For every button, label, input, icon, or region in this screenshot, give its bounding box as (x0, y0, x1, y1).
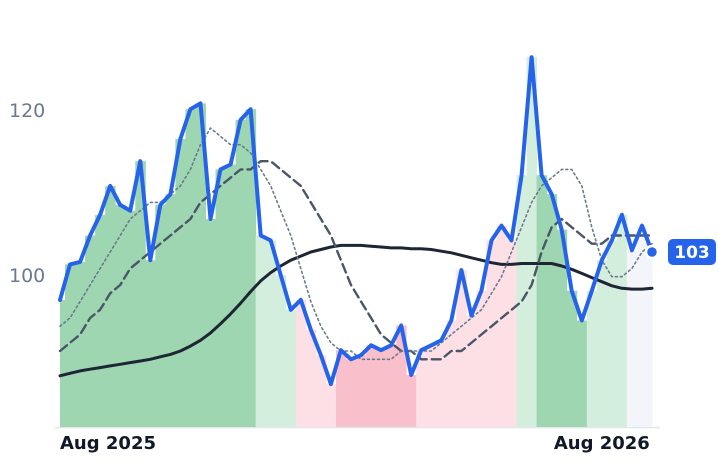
area-column (115, 204, 126, 427)
area-column (105, 185, 116, 427)
area-column (396, 325, 407, 427)
area-column (496, 225, 508, 427)
price-line (58, 55, 654, 387)
area-column (536, 175, 548, 427)
area-column (586, 290, 598, 427)
y-tick-label: 100 (9, 265, 45, 287)
area-column (225, 164, 237, 428)
area-column (205, 218, 217, 427)
area-column (335, 350, 347, 427)
area-column (356, 355, 367, 427)
area-column (135, 161, 146, 427)
area-column (215, 169, 227, 427)
y-tick-label: 120 (9, 100, 45, 122)
area-column (345, 359, 357, 427)
average-line (58, 160, 654, 361)
area-column (255, 235, 267, 427)
value-badge (668, 238, 716, 265)
area-column (596, 260, 608, 427)
area-column (235, 119, 247, 428)
area-column (75, 261, 86, 427)
area-column (616, 214, 628, 427)
x-tick-label: Aug 2026 (554, 433, 650, 454)
area-column (416, 350, 427, 427)
area-column (366, 345, 377, 427)
area-column (275, 275, 287, 427)
area-column (406, 374, 417, 427)
area-column (125, 210, 136, 427)
area-column (325, 384, 337, 427)
area-column (486, 240, 497, 427)
last-point (644, 244, 660, 260)
area-column (576, 320, 588, 427)
area-column (65, 264, 76, 427)
area-column (606, 240, 618, 427)
area-column (526, 57, 538, 428)
area-column (426, 345, 437, 427)
area-column (195, 103, 206, 427)
area-column (456, 270, 467, 427)
x-tick-label: Aug 2025 (60, 433, 156, 454)
area-column (165, 194, 176, 427)
area-column (185, 109, 196, 427)
area-column (265, 240, 277, 427)
area-column (476, 290, 487, 427)
area-column (175, 138, 186, 428)
area-column (285, 309, 297, 427)
area-column (636, 225, 648, 427)
area-column (446, 320, 457, 427)
area-column (556, 229, 568, 427)
lines (58, 55, 654, 387)
area-column (60, 299, 66, 427)
area-column (646, 251, 653, 427)
area-column (85, 235, 96, 427)
area-column (546, 194, 558, 427)
area-column (315, 355, 327, 427)
area-column (566, 290, 578, 427)
area-column (95, 214, 106, 427)
area-column (376, 350, 387, 427)
area-column (466, 315, 477, 427)
area-column (155, 204, 166, 427)
average-line (58, 243, 654, 378)
area-column (386, 345, 397, 427)
area-column (506, 240, 518, 427)
area-column (305, 329, 317, 427)
area-column (145, 260, 156, 427)
area-column (245, 109, 257, 427)
area-column (626, 250, 638, 427)
area-column (295, 299, 307, 427)
value-label: 103 (674, 243, 710, 263)
area-column (436, 340, 447, 427)
